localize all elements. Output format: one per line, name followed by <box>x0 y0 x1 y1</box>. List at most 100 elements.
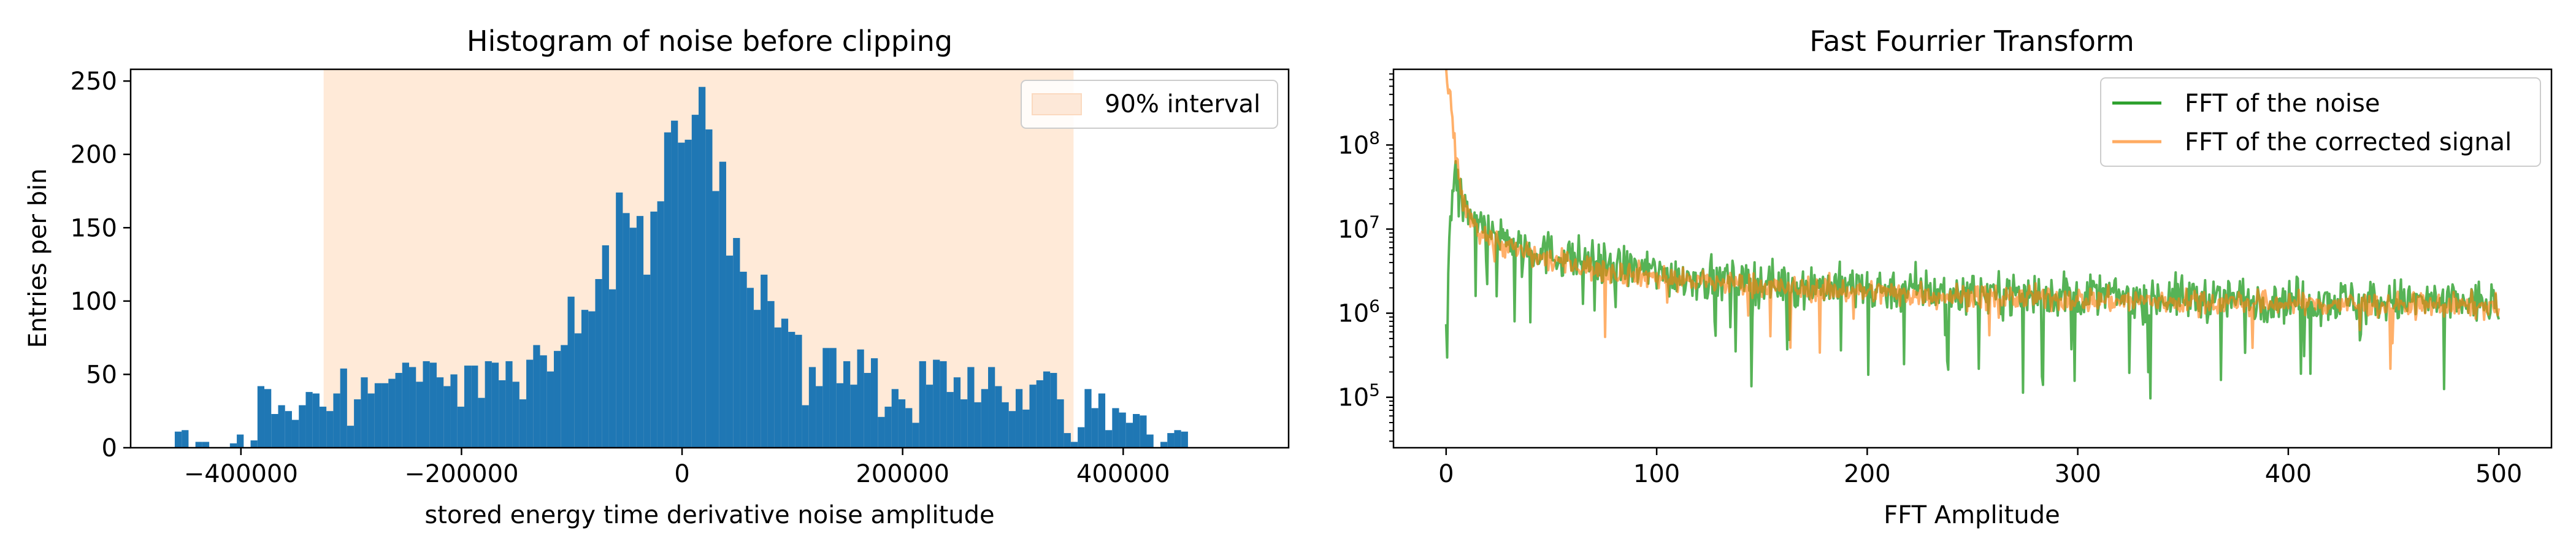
histogram-bar <box>374 383 382 448</box>
histogram-bar <box>333 393 340 448</box>
legend-swatch-interval <box>1032 93 1082 115</box>
histogram-bar <box>326 411 334 448</box>
histogram-bar <box>588 311 596 448</box>
y-tick-label: 250 <box>71 67 117 96</box>
histogram-bar <box>857 349 864 448</box>
x-tick-label: 300 <box>2054 460 2101 488</box>
histogram-bar <box>491 362 499 448</box>
histogram-bar <box>595 278 602 448</box>
histogram-bar <box>836 383 844 448</box>
histogram-bar <box>1057 399 1064 448</box>
histogram-bar <box>1091 408 1098 448</box>
histogram-bar <box>540 355 547 448</box>
histogram-bar <box>788 332 795 448</box>
histogram-bar <box>761 274 768 448</box>
histogram-bar <box>623 213 630 448</box>
histogram-bar <box>974 402 981 448</box>
x-tick-label: 500 <box>2475 460 2522 488</box>
histogram-bar <box>795 334 802 448</box>
histogram-bar <box>574 333 581 448</box>
fft-x-ticks: 0 100 200 300 400 500 <box>1438 448 2522 488</box>
histogram-bar <box>657 201 664 448</box>
histogram-bar <box>981 389 989 448</box>
histogram-bar <box>1098 393 1106 448</box>
x-tick-label: 0 <box>1438 460 1454 488</box>
y-tick-label: 100 <box>71 288 117 316</box>
histogram-bar <box>884 407 892 448</box>
histogram-bar <box>457 407 464 448</box>
histogram-bar <box>533 345 540 448</box>
histogram-bar <box>1181 431 1188 448</box>
histogram-legend: 90% interval <box>1021 80 1278 129</box>
histogram-bar <box>388 378 396 448</box>
y-tick-label: 200 <box>71 141 117 169</box>
fft-legend: FFT of the noise FFT of the corrected si… <box>2100 77 2541 167</box>
histogram-bar <box>519 399 527 448</box>
x-tick-label: 200 <box>1844 460 1890 488</box>
histogram-bar <box>1125 423 1133 448</box>
histogram-bar <box>753 310 761 448</box>
histogram-bar <box>409 367 416 448</box>
histogram-bar <box>512 381 519 448</box>
histogram-bars <box>174 86 1188 448</box>
histogram-bar <box>933 359 940 448</box>
histogram-bar <box>1105 430 1113 448</box>
histogram-bar <box>416 381 423 448</box>
histogram-bar <box>905 408 913 448</box>
histogram-bar <box>960 399 968 448</box>
histogram-bar <box>561 345 568 448</box>
histogram-bar <box>312 393 320 448</box>
histogram-bar <box>733 238 740 448</box>
histogram-bar <box>423 361 430 448</box>
y-tick-label: 0 <box>102 434 117 462</box>
histogram-panel: Histogram of noise before clipping −4000… <box>24 25 1290 529</box>
histogram-bar <box>299 405 306 448</box>
histogram-bar <box>802 405 809 448</box>
histogram-bar <box>774 327 781 448</box>
histogram-bar <box>429 362 437 448</box>
histogram-bar <box>485 361 492 448</box>
histogram-bar <box>554 351 561 448</box>
histogram-bar <box>581 310 589 448</box>
histogram-bar <box>822 348 830 448</box>
histogram-bar <box>1036 380 1043 448</box>
histogram-bar <box>395 373 402 448</box>
y-tick-label: 50 <box>86 361 117 389</box>
histogram-bar <box>1112 408 1119 448</box>
histogram-bar <box>926 385 933 448</box>
histogram-bar <box>1002 402 1009 448</box>
histogram-bar <box>340 368 347 448</box>
histogram-bar <box>499 380 506 448</box>
histogram-bar <box>953 377 961 448</box>
histogram-bar <box>443 386 451 448</box>
histogram-bar <box>367 393 375 448</box>
histogram-bar <box>271 413 278 448</box>
histogram-bar <box>767 301 775 448</box>
histogram-bar <box>1133 413 1140 448</box>
histogram-bar <box>940 361 947 448</box>
histogram-bar <box>229 443 237 448</box>
histogram-bar <box>1015 389 1023 448</box>
histogram-bar <box>354 399 361 448</box>
histogram-bar <box>705 129 713 448</box>
histogram-bar <box>478 397 485 448</box>
histogram-axes-frame <box>129 68 1290 449</box>
histogram-bar <box>278 405 285 448</box>
histogram-bar <box>250 440 258 448</box>
fft-x-label: FFT Amplitude <box>1884 501 2060 529</box>
histogram-bar <box>912 423 919 448</box>
histogram-bar <box>1140 415 1147 448</box>
histogram-bar <box>691 115 699 448</box>
histogram-bar <box>891 389 899 448</box>
histogram-bar <box>864 373 871 448</box>
histogram-bar <box>719 161 726 448</box>
histogram-bar <box>436 377 444 448</box>
histogram-bar <box>699 86 706 448</box>
y-tick-label: 150 <box>71 214 117 242</box>
histogram-bar <box>257 386 265 448</box>
histogram-bar <box>816 386 823 448</box>
fft-legend-box <box>2100 77 2541 167</box>
histogram-bar <box>291 420 299 448</box>
histogram-bar <box>608 289 616 448</box>
histogram-bar <box>740 272 747 448</box>
